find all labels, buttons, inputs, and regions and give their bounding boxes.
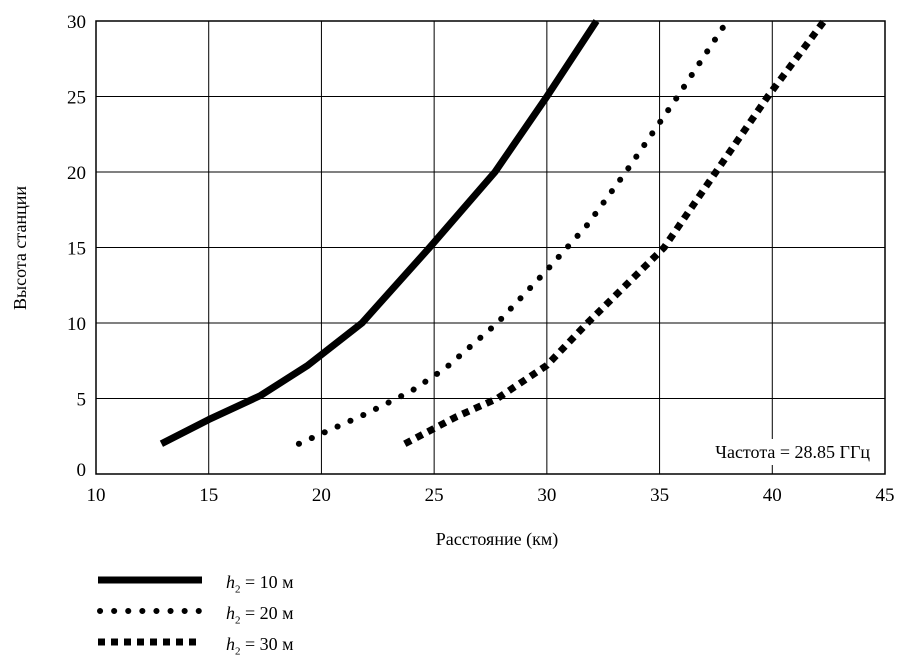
grid bbox=[95, 20, 886, 475]
legend-label: h2 = 30 м bbox=[226, 634, 294, 658]
legend-label: h2 = 10 м bbox=[226, 572, 294, 596]
annotation-background bbox=[709, 439, 877, 465]
y-tick-label: 20 bbox=[67, 163, 86, 184]
plot-frame bbox=[95, 20, 886, 475]
legend-swatch-solid bbox=[98, 576, 202, 584]
x-tick-label: 40 bbox=[763, 485, 782, 506]
legend-item: h2 = 20 м bbox=[96, 601, 356, 632]
legend: h2 = 10 м h2 = 20 м h2 = 30 м bbox=[96, 570, 356, 663]
series-line-2 bbox=[295, 18, 731, 447]
y-tick-label: 0 bbox=[77, 460, 87, 481]
legend-value: = 30 м bbox=[240, 634, 294, 654]
legend-swatch-dashed bbox=[98, 638, 202, 646]
legend-value: = 10 м bbox=[240, 572, 294, 592]
legend-item: h2 = 30 м bbox=[96, 632, 356, 663]
y-tick-label: 10 bbox=[67, 314, 86, 335]
x-tick-label: 35 bbox=[650, 485, 669, 506]
x-tick-label: 10 bbox=[87, 485, 106, 506]
series-group bbox=[159, 18, 827, 447]
x-tick-label: 45 bbox=[876, 485, 895, 506]
legend-sub: 2 bbox=[235, 583, 241, 596]
legend-value: = 20 м bbox=[240, 603, 294, 623]
y-tick-label: 15 bbox=[67, 239, 86, 260]
x-tick-label: 20 bbox=[312, 485, 331, 506]
y-tick-label: 5 bbox=[77, 390, 87, 411]
legend-swatch-dotted bbox=[97, 608, 205, 614]
x-tick-label: 30 bbox=[537, 485, 556, 506]
y-tick-label: 25 bbox=[67, 88, 86, 109]
y-tick-labels: 0 5 10 15 20 25 30 bbox=[67, 12, 86, 481]
legend-sub: 2 bbox=[235, 614, 241, 627]
legend-item: h2 = 10 м bbox=[96, 570, 356, 601]
line-chart: 10 15 20 25 30 35 40 45 0 5 10 15 20 25 30 Расстояние… bbox=[10, 12, 895, 550]
x-tick-labels: 10 15 20 25 30 35 40 45 bbox=[87, 485, 895, 506]
x-tick-label: 15 bbox=[199, 485, 218, 506]
x-axis-label: Расстояние (км) bbox=[436, 529, 558, 550]
legend-sub: 2 bbox=[235, 645, 241, 658]
legend-var: h bbox=[226, 634, 235, 654]
legend-var: h bbox=[226, 603, 235, 623]
legend-var: h bbox=[226, 572, 235, 592]
x-tick-label: 25 bbox=[425, 485, 444, 506]
y-tick-label: 30 bbox=[67, 12, 86, 33]
series-line-1 bbox=[159, 19, 600, 447]
y-axis-label: Высота станции bbox=[10, 186, 30, 310]
series-line-3 bbox=[403, 18, 827, 447]
frequency-annotation: Частота = 28.85 ГГц bbox=[715, 442, 870, 462]
legend-label: h2 = 20 м bbox=[226, 603, 294, 627]
